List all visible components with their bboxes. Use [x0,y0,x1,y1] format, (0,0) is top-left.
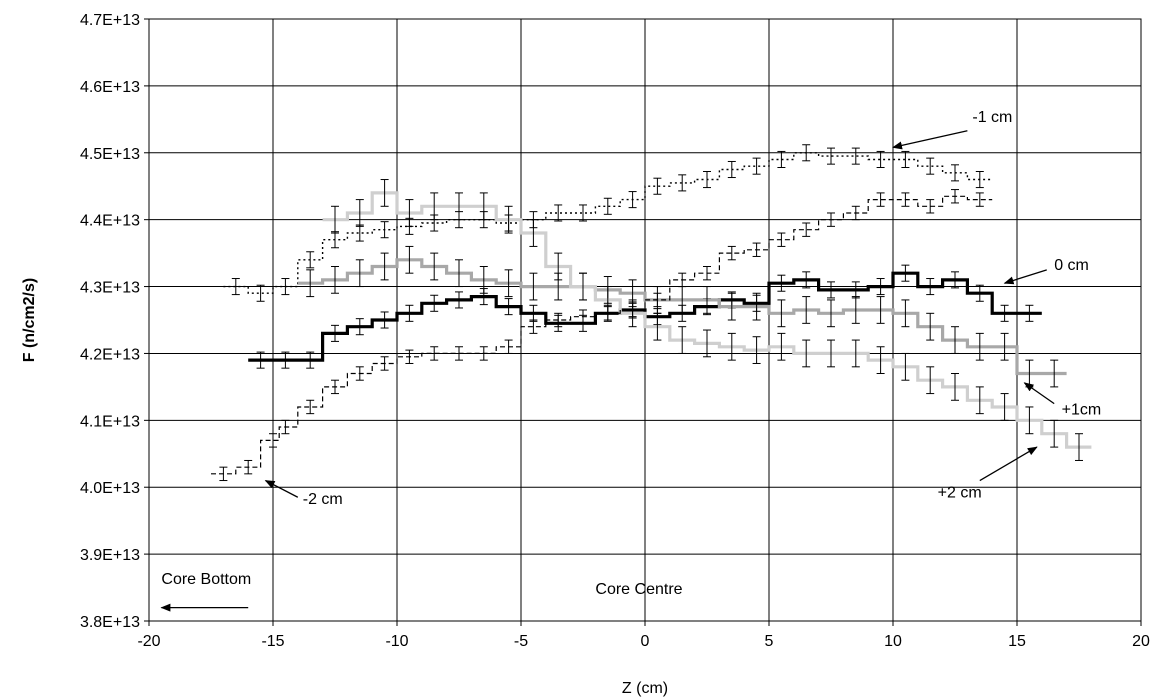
annotation-label: -1 cm [972,109,1012,126]
y-axis-ticks: 3.8E+13 3.9E+13 4.0E+13 4.1E+13 4.2E+13 4.3E+… [80,12,149,631]
y-tick-label: 4.5E+13 [80,146,140,163]
gridlines [148,18,1142,622]
x-tick-label: 20 [1132,633,1150,650]
x-tick-label: -20 [137,633,160,650]
y-tick-label: 4.0E+13 [80,480,140,497]
annotation-label: +2 cm [938,484,982,501]
x-tick-label: -5 [514,633,528,650]
x-tick-label: 5 [765,633,774,650]
annotation-label: Core Bottom [161,571,251,588]
y-tick-label: 4.7E+13 [80,12,140,29]
annotation-arrow [264,479,299,498]
x-axis-label: Z (cm) [622,680,668,697]
annotation-label: -2 cm [303,491,343,508]
y-tick-label: 4.6E+13 [80,79,140,96]
annotation-arrow [892,130,968,150]
annotation-label: 0 cm [1054,257,1089,274]
y-tick-label: 4.3E+13 [80,280,140,297]
x-tick-label: -10 [385,633,408,650]
series-1 [223,144,993,302]
annotation-label: +1cm [1062,401,1102,418]
x-tick-label: 0 [641,633,650,650]
y-tick-label: 4.4E+13 [80,213,140,230]
y-axis-label: F (n/cm2/s) [21,278,38,362]
series-group [211,144,1092,482]
y-tick-label: 4.1E+13 [80,413,140,430]
annotation-label: Core Centre [595,581,682,598]
annotation-arrow [979,446,1038,482]
x-tick-label: -15 [261,633,284,650]
y-tick-label: 3.8E+13 [80,614,140,631]
series-4 [322,179,1092,461]
y-tick-label: 3.9E+13 [80,547,140,564]
x-axis-ticks: -20 -15 -10 -5 0 5 10 15 20 [137,621,1150,650]
annotations-group: -1 cm 0 cm +1cm +2 cm -2 cm Core Bottom Core C… [160,109,1102,612]
x-tick-label: 10 [884,633,902,650]
y-tick-label: 4.2E+13 [80,346,140,363]
x-tick-label: 15 [1008,633,1026,650]
series-line [211,195,993,475]
annotation-arrow [1003,269,1047,285]
annotation-arrow [1023,382,1055,405]
series-5 [211,189,993,482]
